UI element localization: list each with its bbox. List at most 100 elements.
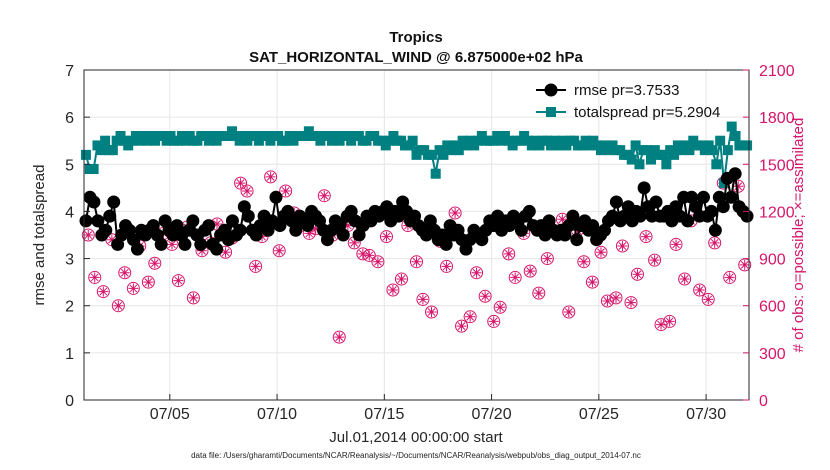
obs-point [693, 283, 707, 297]
x-tick-label: 07/15 [364, 406, 404, 423]
obs-point [317, 189, 331, 203]
rmse-point [633, 209, 647, 223]
obs-point [234, 176, 248, 190]
obs-assimilated-marker [525, 266, 536, 277]
obs-possible-marker [708, 236, 722, 250]
obs-assimilated-marker [265, 171, 276, 182]
obs-point [624, 296, 638, 310]
obs-possible-marker [272, 244, 286, 258]
rmse-point [289, 223, 303, 237]
obs-possible-marker [639, 230, 653, 244]
obs-possible-marker [615, 239, 629, 253]
obs-assimilated-marker [188, 292, 199, 303]
obs-possible-marker [249, 259, 263, 273]
obs-possible-marker [440, 259, 454, 273]
totalspread-point [645, 154, 656, 165]
obs-assimilated-marker [280, 186, 291, 196]
rmse-point [202, 219, 216, 233]
obs-assimilated-marker [387, 285, 398, 295]
rmse-point [649, 195, 663, 209]
obs-possible-marker [371, 255, 385, 269]
obs-assimilated-marker [587, 277, 598, 288]
rmse-point [336, 228, 350, 242]
totalspread-point [626, 154, 637, 165]
rmse-point [103, 209, 117, 223]
obs-possible-marker [663, 314, 677, 328]
y-tick-label: 0 [65, 393, 74, 410]
rmse-point [681, 214, 695, 228]
obs-point [493, 300, 507, 314]
obs-point [416, 292, 430, 306]
y-right-tick-label: 1500 [759, 157, 795, 174]
totalspread-point [707, 145, 718, 156]
obs-possible-marker [502, 247, 516, 261]
obs-point [463, 310, 477, 324]
rmse-point [716, 200, 730, 214]
obs-possible-marker [410, 255, 423, 269]
obs-possible-marker [523, 264, 537, 278]
obs-assimilated-marker [626, 297, 637, 308]
obs-possible-marker [425, 305, 439, 319]
obs-point [455, 319, 469, 333]
obs-point [585, 275, 599, 289]
rmse-point [91, 214, 105, 228]
totalspread-point [722, 145, 733, 156]
obs-possible-marker [624, 296, 638, 310]
totalspread-point [661, 159, 672, 170]
obs-point [577, 255, 591, 269]
obs-point [708, 236, 722, 250]
y-tick-label: 6 [65, 110, 74, 127]
obs-possible-marker [81, 228, 95, 242]
obs-point [141, 275, 155, 289]
obs-assimilated-marker [664, 316, 675, 327]
obs-possible-marker [577, 255, 591, 269]
obs-assimilated-marker [488, 316, 499, 327]
obs-possible-marker [693, 283, 707, 297]
obs-assimilated-marker [709, 237, 720, 248]
rmse-point [225, 214, 239, 228]
obs-assimilated-marker [480, 291, 491, 302]
obs-possible-marker [448, 206, 462, 220]
rmse-point [439, 237, 453, 251]
rmse-point [154, 237, 168, 251]
obs-possible-marker [585, 275, 599, 289]
obs-possible-marker [171, 274, 185, 288]
obs-point [523, 264, 537, 278]
obs-assimilated-marker [557, 214, 568, 225]
rmse-point [740, 209, 754, 223]
obs-point [440, 259, 454, 273]
obs-possible-marker [648, 253, 662, 267]
obs-possible-marker [126, 281, 140, 295]
obs-possible-marker [88, 270, 102, 284]
obs-possible-marker [532, 286, 546, 300]
obs-assimilated-marker [143, 277, 154, 288]
obs-possible-marker [416, 292, 430, 306]
obs-possible-marker [493, 300, 507, 314]
totalspread-series [80, 121, 753, 189]
obs-possible-marker [317, 189, 331, 203]
totalspread-point [100, 135, 111, 146]
rmse-point [79, 214, 93, 228]
rmse-point [99, 223, 113, 237]
obs-assimilated-marker [617, 241, 628, 251]
obs-point [379, 230, 393, 244]
y-axis-label-right: # of obs: o=possible; ×=assimilated [790, 118, 807, 353]
obs-assimilated-marker [641, 231, 652, 242]
obs-assimilated-marker [703, 294, 714, 305]
obs-assimilated-marker [632, 269, 643, 280]
obs-point [81, 228, 95, 242]
obs-assimilated-marker [220, 247, 231, 258]
obs-possible-marker [678, 272, 692, 286]
obs-point [410, 255, 423, 269]
obs-point [88, 270, 102, 284]
obs-assimilated-marker [450, 208, 461, 218]
obs-assimilated-marker [304, 228, 315, 239]
totalspread-point [742, 140, 753, 151]
obs-assimilated-marker [372, 256, 383, 267]
legend-spread-label: totalspread pr=5.2904 [574, 104, 720, 121]
obs-possible-marker [630, 267, 644, 281]
totalspread-point [730, 131, 741, 141]
rmse-point [194, 237, 208, 251]
obs-assimilated-marker [119, 267, 130, 278]
totalspread-point [715, 135, 726, 146]
